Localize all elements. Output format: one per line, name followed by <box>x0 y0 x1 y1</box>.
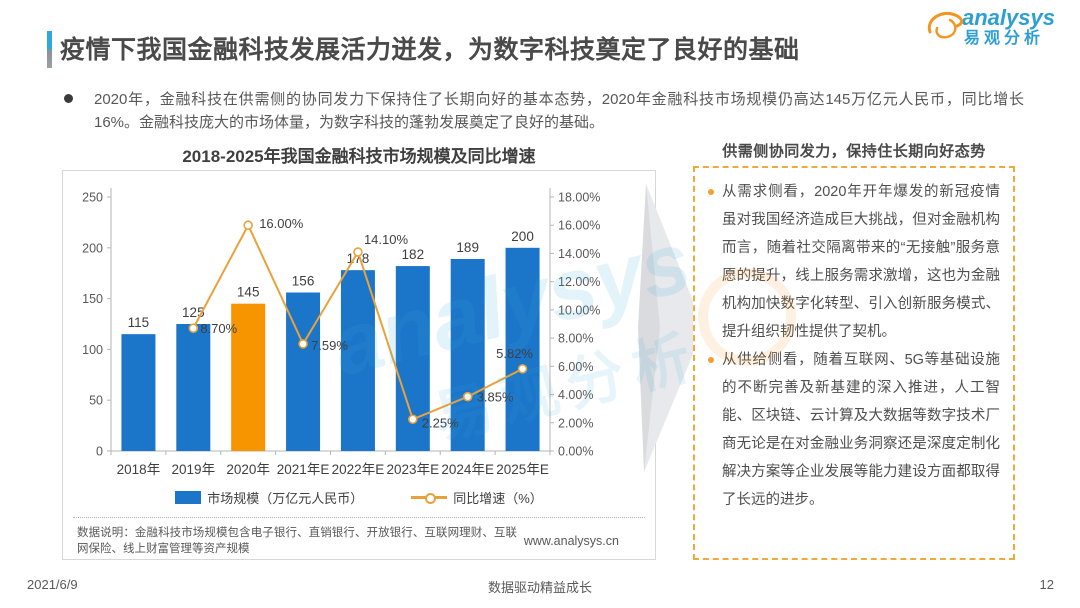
svg-text:2022年E: 2022年E <box>332 462 385 477</box>
svg-text:10.00%: 10.00% <box>558 303 600 317</box>
combo-chart: 250 200 150 100 50 0 18.00% 16.00% 14.00% 12.00% 1… <box>82 188 600 477</box>
svg-text:2018年: 2018年 <box>117 462 161 477</box>
svg-text:115: 115 <box>128 315 150 330</box>
svg-text:12.00%: 12.00% <box>558 275 600 289</box>
insight-list: 从需求侧看，2020年开年爆发的新冠疫情虽对我国经济造成巨大挑战，但对金融机构而… <box>707 178 1000 514</box>
svg-text:8.70%: 8.70% <box>200 321 237 336</box>
page-title: 疫情下我国金融科技发展活力迸发，为数字科技奠定了良好的基础 <box>60 36 800 64</box>
svg-text:2025年E: 2025年E <box>496 462 549 477</box>
svg-text:16.00%: 16.00% <box>259 216 304 231</box>
legend-item-bar: 市场规模（万亿元人民币） <box>175 488 363 507</box>
svg-text:2021年E: 2021年E <box>277 462 330 477</box>
svg-text:3.85%: 3.85% <box>477 390 514 405</box>
legend-line-swatch-icon <box>411 492 448 504</box>
chart-card: 250 200 150 100 50 0 18.00% 16.00% 14.00% 12.00% 1… <box>62 170 656 560</box>
legend-bar-swatch-icon <box>175 490 202 504</box>
svg-text:14.00%: 14.00% <box>558 247 600 261</box>
page-number: 12 <box>1039 577 1054 592</box>
logo-brand-cn-text: 易观分析 <box>964 30 1045 47</box>
svg-text:250: 250 <box>82 191 103 205</box>
svg-text:8.00%: 8.00% <box>558 332 593 346</box>
list-item: 从供给侧看，随着互联网、5G等基础设施的不断完善及新基建的深入推进，人工智能、区… <box>707 346 1000 514</box>
chart-legend: 市场规模（万亿元人民币） 同比增速（%） <box>63 485 655 509</box>
chart-title: 2018-2025年我国金融科技市场规模及同比增速 <box>182 147 536 166</box>
chevron-right-arrow <box>638 184 704 472</box>
panel-title: 供需侧协同发力，保持住长期向好态势 <box>722 143 986 160</box>
svg-text:16.00%: 16.00% <box>558 219 600 233</box>
title-accent-bar <box>47 31 52 68</box>
list-item: 从需求侧看，2020年开年爆发的新冠疫情虽对我国经济造成巨大挑战，但对金融机构而… <box>707 178 1000 346</box>
svg-text:156: 156 <box>292 274 315 289</box>
data-note: 数据说明：金融科技市场规模包含电子银行、直销银行、开放银行、互联网理财、互联网保… <box>77 527 517 555</box>
svg-text:2024年E: 2024年E <box>441 462 494 477</box>
svg-text:189: 189 <box>456 240 479 255</box>
svg-text:2019年: 2019年 <box>172 462 216 477</box>
svg-text:6.00%: 6.00% <box>558 360 593 374</box>
orange-bullet-icon <box>708 357 714 363</box>
svg-text:100: 100 <box>82 343 103 357</box>
svg-text:200: 200 <box>511 229 534 244</box>
svg-text:18.00%: 18.00% <box>558 191 600 205</box>
svg-text:2.00%: 2.00% <box>558 416 593 430</box>
svg-text:145: 145 <box>237 285 260 300</box>
summary-paragraph: 2020年，金融科技在供需侧的协同发力下保持住了长期向好的基本态势，2020年金… <box>94 91 1024 131</box>
legend-bar-label: 市场规模（万亿元人民币） <box>207 490 364 506</box>
chart-footnote-row: 数据说明：金融科技市场规模包含电子银行、直销银行、开放银行、互联网理财、互联网保… <box>77 525 641 557</box>
insight-text: 从供给侧看，随着互联网、5G等基础设施的不断完善及新基建的深入推进，人工智能、区… <box>722 352 1000 508</box>
website-url: www.analysys.cn <box>523 534 619 548</box>
insight-panel: 从需求侧看，2020年开年爆发的新冠疫情虽对我国经济造成巨大挑战，但对金融机构而… <box>693 166 1015 560</box>
svg-text:14.10%: 14.10% <box>364 232 409 247</box>
legend-line-label: 同比增速（%） <box>453 490 543 506</box>
insight-text: 从需求侧看，2020年开年爆发的新冠疫情虽对我国经济造成巨大挑战，但对金融机构而… <box>722 184 1000 340</box>
svg-text:2023年E: 2023年E <box>387 462 440 477</box>
orange-bullet-icon <box>708 189 714 195</box>
svg-text:200: 200 <box>82 241 103 255</box>
svg-text:2020年: 2020年 <box>226 462 270 477</box>
svg-text:4.00%: 4.00% <box>558 388 593 402</box>
logo-brand-text: analysys <box>962 5 1055 30</box>
brand-logo: analysys 易观分析 <box>927 5 1066 48</box>
svg-text:5.82%: 5.82% <box>496 346 533 361</box>
svg-text:2.25%: 2.25% <box>422 415 459 430</box>
svg-text:150: 150 <box>82 292 103 306</box>
logo-swirl-icon <box>927 11 964 39</box>
svg-text:182: 182 <box>402 247 425 262</box>
bullet-dot-icon <box>64 94 73 103</box>
card-divider <box>73 517 645 518</box>
footer-slogan: 数据驱动精益成长 <box>487 580 592 595</box>
svg-text:7.59%: 7.59% <box>311 338 348 353</box>
legend-item-line: 同比增速（%） <box>411 488 543 507</box>
svg-text:0.00%: 0.00% <box>558 445 593 459</box>
svg-text:50: 50 <box>89 394 103 408</box>
svg-text:0: 0 <box>96 445 103 459</box>
footer-date: 2021/6/9 <box>27 577 78 592</box>
